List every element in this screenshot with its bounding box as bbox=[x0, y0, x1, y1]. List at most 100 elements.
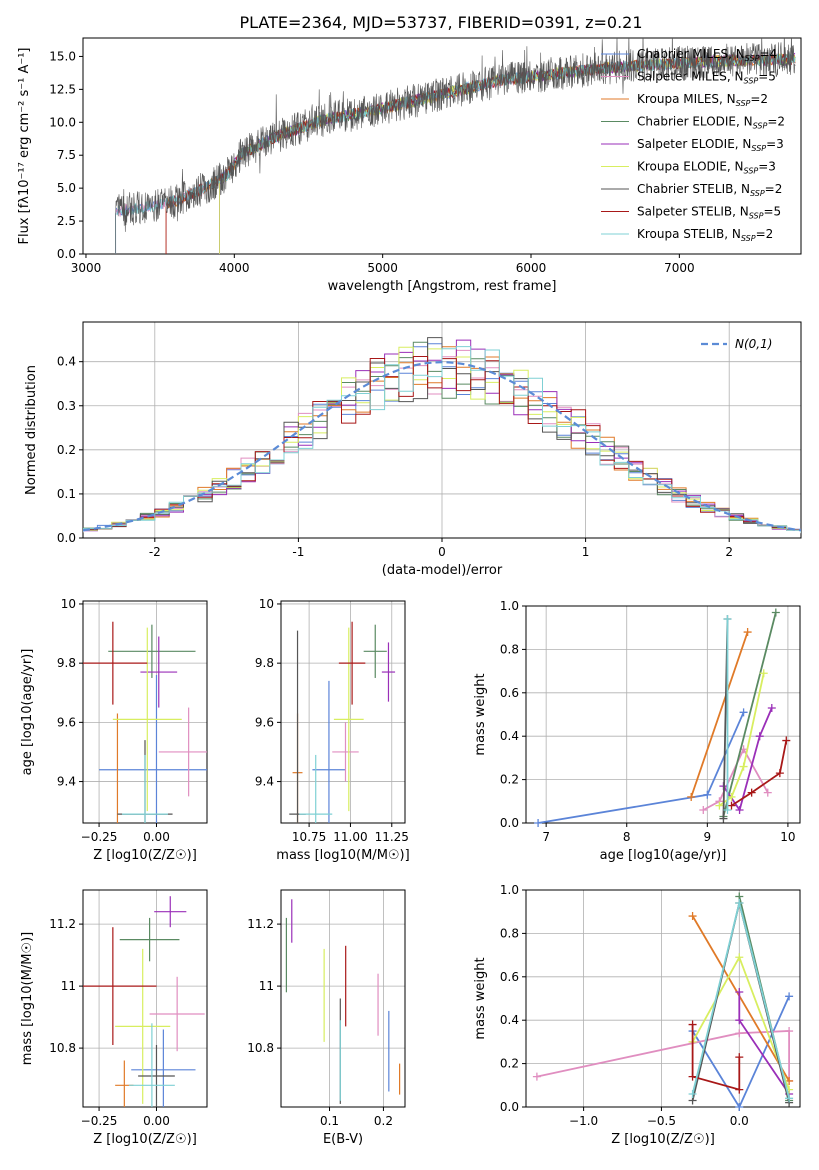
errorbar-point bbox=[140, 636, 178, 708]
axes-frame bbox=[280, 600, 406, 824]
gauss-legend-label: N(0,1) bbox=[735, 337, 772, 351]
x-tick-label: 0.00 bbox=[143, 1114, 170, 1128]
y-tick-label: 1.0 bbox=[500, 883, 519, 897]
x-tick-label: 11.25 bbox=[375, 830, 409, 844]
errorbar-point bbox=[131, 1029, 196, 1107]
x-tick-label: 0.0 bbox=[730, 1114, 749, 1128]
x-tick-label: -1 bbox=[292, 545, 304, 559]
weight-marker bbox=[775, 769, 784, 778]
errorbar-point bbox=[338, 621, 366, 705]
spectrum-line-6 bbox=[115, 38, 796, 254]
legend-label: Chabrier STELIB, NSSP=2 bbox=[637, 182, 782, 198]
errorbar-point bbox=[83, 621, 148, 705]
weight-marker bbox=[723, 615, 732, 624]
weight-marker bbox=[785, 992, 794, 1001]
y-tick-label: 0.4 bbox=[57, 355, 76, 369]
errorbar-point bbox=[128, 1023, 175, 1107]
y-axis-label: mass [log10(M/M☉)] bbox=[20, 932, 35, 1065]
weight-marker bbox=[735, 1085, 744, 1094]
weight-marker bbox=[688, 1020, 697, 1029]
x-tick-label: 4000 bbox=[219, 261, 250, 275]
y-tick-label: 10.0 bbox=[49, 115, 76, 129]
weight-marker bbox=[735, 953, 744, 962]
weight-marker bbox=[785, 1094, 794, 1103]
x-axis-label: age [log10(age/yr)] bbox=[600, 848, 727, 863]
legend-label: Salpeter MILES, NSSP=5 bbox=[637, 70, 776, 86]
y-tick-label: 11 bbox=[61, 979, 76, 993]
weight-line-7 bbox=[731, 740, 788, 807]
x-tick-label: −0.25 bbox=[81, 830, 118, 844]
weight-marker bbox=[763, 788, 772, 797]
errorbar-point bbox=[381, 642, 396, 702]
y-tick-label: 5.0 bbox=[57, 181, 76, 195]
x-axis-label: mass [log10(M/M☉)] bbox=[276, 848, 409, 863]
spectrum-legend: Chabrier MILES, NSSP=4 Salpeter MILES, NS… bbox=[601, 47, 785, 243]
y-tick-label: 10 bbox=[61, 597, 76, 611]
x-tick-label: −0.25 bbox=[81, 1114, 118, 1128]
weight-line-1 bbox=[702, 747, 769, 811]
x-axis-label: (data-model)/error bbox=[382, 563, 503, 578]
y-tick-label: 7.5 bbox=[57, 148, 76, 162]
weight-marker bbox=[723, 805, 732, 814]
y-tick-label: 11 bbox=[259, 979, 274, 993]
y-tick-label: 9.6 bbox=[57, 715, 76, 729]
x-tick-label: −1.0 bbox=[569, 1114, 598, 1128]
weight-marker bbox=[747, 788, 756, 797]
x-tick-label: 7000 bbox=[664, 261, 695, 275]
weight-line-5 bbox=[718, 673, 765, 807]
x-axis-label: Z [log10(Z/Z☉)] bbox=[93, 1132, 197, 1147]
x-tick-label: 1 bbox=[582, 545, 590, 559]
x-tick-label: -2 bbox=[149, 545, 161, 559]
x-tick-label: 0.00 bbox=[143, 830, 170, 844]
spectrum-axes: 3000 4000 5000 6000 7000 0.0 2.5 5.0 7.5 10.0 12.5… bbox=[17, 37, 802, 294]
legend-label: Kroupa STELIB, NSSP=2 bbox=[637, 227, 773, 243]
y-tick-label: 0.4 bbox=[500, 1013, 519, 1027]
y-tick-label: 0.8 bbox=[500, 926, 519, 940]
weight-marker bbox=[727, 801, 736, 810]
y-tick-label: 0.0 bbox=[500, 816, 519, 830]
weight-marker bbox=[743, 628, 752, 637]
axes-frame bbox=[525, 889, 801, 1108]
weight-marker bbox=[688, 1072, 697, 1081]
y-tick-label: 9.4 bbox=[255, 775, 274, 789]
legend-label: Kroupa ELODIE, NSSP=3 bbox=[637, 160, 776, 176]
errorbar-point bbox=[363, 624, 387, 678]
y-tick-label: 12.5 bbox=[49, 82, 76, 96]
weight-marker bbox=[755, 732, 764, 741]
weight-marker bbox=[688, 912, 697, 921]
x-tick-label: 10.75 bbox=[292, 830, 326, 844]
x-tick-label: 3000 bbox=[71, 261, 102, 275]
y-tick-label: 10.8 bbox=[49, 1041, 76, 1055]
errorbar-point bbox=[299, 754, 333, 823]
x-tick-label: 6000 bbox=[516, 261, 547, 275]
x-tick-label: −0.5 bbox=[647, 1114, 676, 1128]
weight-marker bbox=[735, 987, 744, 996]
y-tick-label: 1.0 bbox=[500, 599, 519, 613]
errorbar-point bbox=[108, 624, 196, 678]
weight-marker bbox=[735, 1016, 744, 1025]
errorbar-point bbox=[312, 680, 346, 823]
weight-line-1 bbox=[536, 1030, 790, 1081]
weight-marker bbox=[771, 608, 780, 617]
errorbar-point bbox=[83, 927, 157, 1045]
weight-line-0 bbox=[537, 711, 745, 823]
errorbar-point bbox=[99, 675, 207, 823]
residuals-axes: -2 -1 0 1 2 0.0 0.1 0.2 0.3 0.4 (data-model)/error… bbox=[24, 321, 802, 578]
y-tick-label: 0.1 bbox=[57, 487, 76, 501]
weight-marker bbox=[735, 805, 744, 814]
y-tick-label: 9.6 bbox=[255, 715, 274, 729]
y-axis-label: age [log10(age/yr)] bbox=[20, 649, 35, 776]
y-tick-label: 0.4 bbox=[500, 729, 519, 743]
weight-marker bbox=[782, 736, 791, 745]
weight-marker bbox=[785, 1027, 794, 1036]
legend-label: Salpeter STELIB, NSSP=5 bbox=[637, 205, 781, 221]
y-axis-label: Flux [fλ10⁻¹⁷ erg cm⁻² s⁻¹ A⁻¹] bbox=[17, 48, 32, 245]
y-axis-label: mass weight bbox=[473, 957, 488, 1039]
weight-line-8 bbox=[691, 902, 790, 1099]
y-tick-label: 0.0 bbox=[57, 247, 76, 261]
x-tick-label: 0.1 bbox=[320, 1114, 339, 1128]
errorbar-point bbox=[158, 707, 207, 797]
axes-frame bbox=[82, 889, 208, 1108]
weight-marker bbox=[739, 762, 748, 771]
